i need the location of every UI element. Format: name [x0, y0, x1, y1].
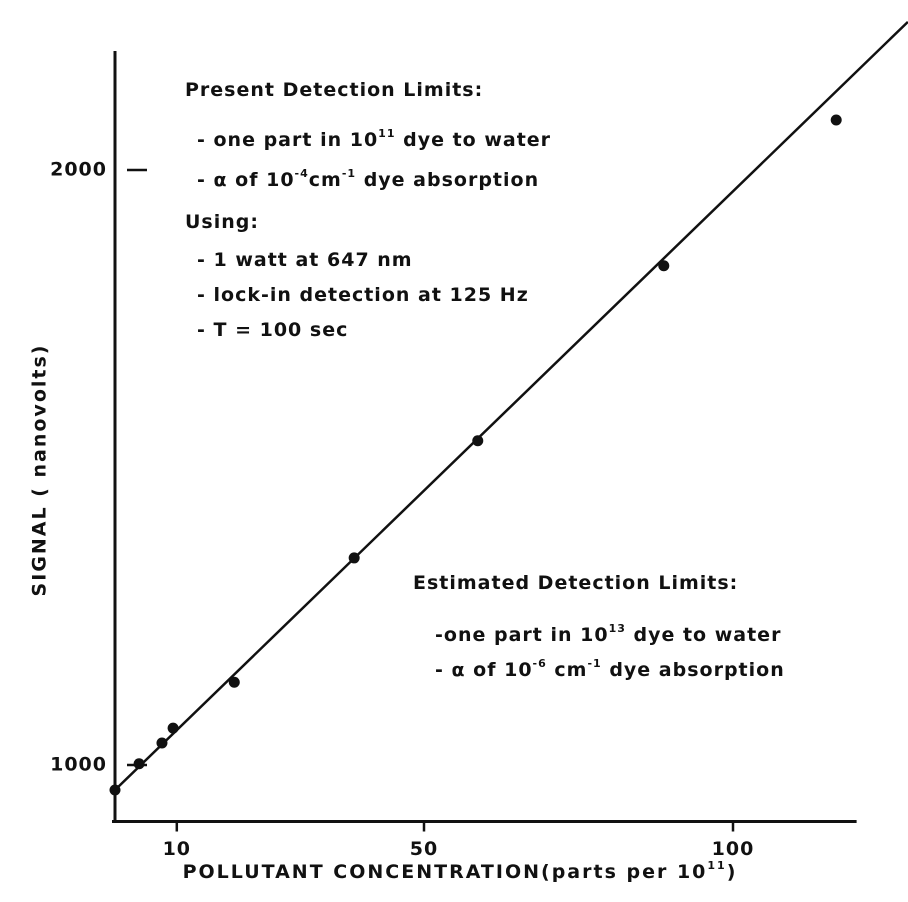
- annotation-line: Using:: [185, 211, 259, 233]
- data-point: [228, 676, 240, 688]
- text-piece: dye absorption: [356, 169, 539, 191]
- text-piece: - α of 10: [197, 169, 295, 191]
- annotation-line: Estimated Detection Limits:: [413, 572, 738, 594]
- x-tick-label: 100: [712, 838, 755, 860]
- x-tick-label: 50: [410, 838, 438, 860]
- text-piece: - α of 10: [435, 659, 533, 681]
- text-piece: Estimated Detection Limits:: [413, 572, 738, 594]
- superscript: -1: [587, 657, 601, 670]
- data-point: [156, 737, 168, 749]
- superscript: 11: [707, 859, 726, 872]
- text-piece: ): [727, 861, 738, 883]
- text-piece: Present Detection Limits:: [185, 79, 483, 101]
- text-piece: - one part in 10: [197, 129, 378, 151]
- superscript: 11: [378, 127, 395, 140]
- text-piece: dye to water: [395, 129, 551, 151]
- annotation-line: Present Detection Limits:: [185, 79, 483, 101]
- fit-line: [114, 20, 908, 791]
- superscript: -4: [295, 167, 309, 180]
- text-piece: -one part in 10: [435, 624, 609, 646]
- data-point: [658, 260, 670, 272]
- superscript: -6: [533, 657, 547, 670]
- text-piece: dye to water: [626, 624, 782, 646]
- annotation-line: -one part in 1013 dye to water: [435, 622, 781, 646]
- x-tick-label: 10: [163, 838, 191, 860]
- data-point: [348, 552, 360, 564]
- annotation-line: - T = 100 sec: [197, 319, 348, 341]
- data-point: [830, 114, 842, 126]
- text-piece: cm: [309, 169, 342, 191]
- y-axis-label: SIGNAL ( nanovolts): [29, 344, 51, 597]
- text-piece: POLLUTANT CONCENTRATION(parts per 10: [183, 861, 708, 883]
- annotation-line: - 1 watt at 647 nm: [197, 249, 413, 271]
- superscript: 13: [609, 622, 626, 635]
- y-tick-label: 2000: [50, 158, 107, 180]
- text-piece: - lock-in detection at 125 Hz: [197, 284, 529, 306]
- superscript: -1: [342, 167, 356, 180]
- y-tick-label: 1000: [50, 753, 107, 775]
- annotation-line: - one part in 1011 dye to water: [197, 127, 551, 151]
- annotation-line: - lock-in detection at 125 Hz: [197, 284, 529, 306]
- data-point: [167, 722, 179, 734]
- text-piece: - T = 100 sec: [197, 319, 348, 341]
- data-point: [472, 435, 484, 447]
- data-point: [109, 784, 121, 796]
- text-piece: Using:: [185, 211, 259, 233]
- text-piece: - 1 watt at 647 nm: [197, 249, 413, 271]
- annotation-line: - α of 10-4cm-1 dye absorption: [197, 167, 539, 191]
- data-point: [133, 758, 145, 770]
- text-piece: cm: [547, 659, 588, 681]
- x-axis-label: POLLUTANT CONCENTRATION(parts per 1011): [183, 859, 738, 883]
- annotation-line: - α of 10-6 cm-1 dye absorption: [435, 657, 785, 681]
- text-piece: dye absorption: [602, 659, 785, 681]
